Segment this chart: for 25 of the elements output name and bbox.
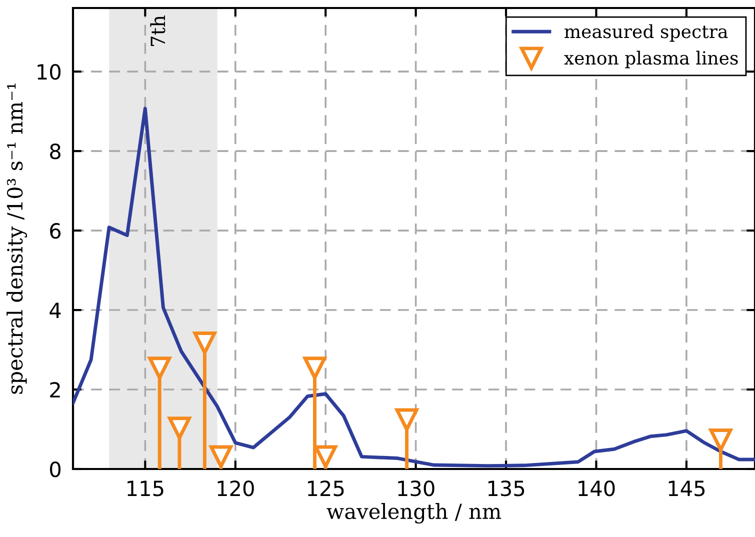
line-series <box>73 106 755 468</box>
band-label: 7th <box>150 15 166 46</box>
x-tick-label: 125 <box>308 480 344 496</box>
y-tick-label: 2 <box>50 382 60 398</box>
x-tick-label: 140 <box>578 480 615 496</box>
x-tick-label: 120 <box>218 480 254 496</box>
point <box>168 416 191 440</box>
point <box>148 356 172 380</box>
point <box>314 445 338 468</box>
x-tick-label: 115 <box>128 480 164 496</box>
y-tick-label: 0 <box>50 461 61 478</box>
y-tick-label: 4 <box>50 302 61 318</box>
y-tick-label: 10 <box>38 64 61 80</box>
x-tick-label: 130 <box>398 480 434 496</box>
y-tick-label: 8 <box>50 144 60 160</box>
y-axis-title: spectral density /10³ s⁻¹ nm⁻¹ <box>6 84 28 394</box>
legend-label: xenon plasma lines <box>564 50 738 68</box>
point <box>209 445 232 468</box>
y-tick-label: 6 <box>50 223 61 239</box>
point <box>303 356 326 380</box>
point <box>395 408 418 432</box>
legend-label: measured spectra <box>564 24 728 42</box>
x-axis-title: wavelength / nm <box>326 503 502 524</box>
x-tick-label: 145 <box>668 480 704 496</box>
x-tick-label: 135 <box>488 480 524 496</box>
